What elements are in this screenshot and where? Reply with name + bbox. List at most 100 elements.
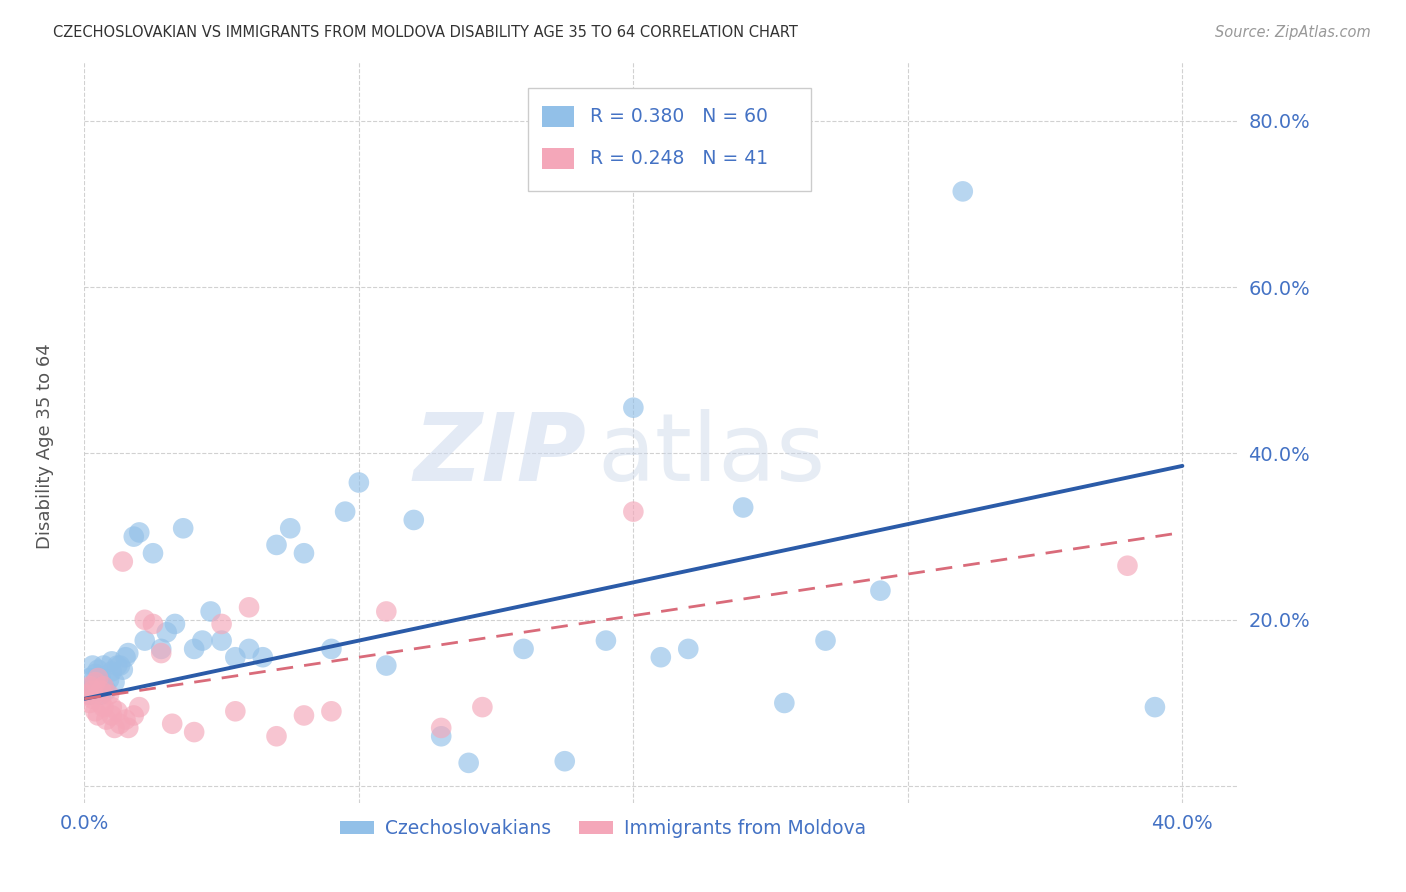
Point [678,641,700,656]
Text: R = 0.380   N = 60: R = 0.380 N = 60 [591,107,768,126]
Point [122,708,145,723]
Point [211,616,233,631]
Point [82,683,104,698]
Point [98,673,121,687]
Point [292,546,315,560]
Point [90,696,112,710]
Point [733,500,755,515]
Point [554,754,576,768]
Point [101,700,124,714]
Point [142,546,165,560]
Point [471,700,494,714]
Point [347,475,370,490]
Point [93,700,115,714]
Point [156,625,179,640]
Point [163,616,186,631]
Point [103,721,125,735]
Point [111,555,134,569]
Point [952,185,974,199]
Point [238,600,260,615]
Point [430,721,453,735]
Point [84,704,107,718]
Point [814,633,837,648]
Point [82,679,104,693]
Point [76,688,98,702]
Point [117,646,139,660]
Point [82,658,104,673]
Point [266,538,288,552]
Point [278,521,301,535]
Point [150,646,173,660]
Point [93,679,115,693]
Point [142,616,165,631]
Point [79,688,101,702]
Point [105,704,128,718]
Point [87,663,110,677]
Point [82,691,104,706]
Point [512,641,534,656]
Point [96,713,118,727]
Point [76,683,98,698]
Point [191,633,214,648]
Point [183,725,205,739]
Text: ZIP: ZIP [413,409,586,500]
Point [87,675,110,690]
Point [134,633,156,648]
Point [101,654,124,668]
Point [79,696,101,710]
Point [101,665,124,679]
Point [621,401,644,415]
Point [114,713,136,727]
Point [402,513,425,527]
Point [79,679,101,693]
Point [773,696,796,710]
Point [252,650,274,665]
Point [238,641,260,656]
FancyBboxPatch shape [529,88,811,191]
Point [224,704,246,718]
Point [128,700,150,714]
Point [128,525,150,540]
Point [84,666,107,681]
Point [134,613,156,627]
Point [650,650,672,665]
Point [90,683,112,698]
Point [621,505,644,519]
Text: CZECHOSLOVAKIAN VS IMMIGRANTS FROM MOLDOVA DISABILITY AGE 35 TO 64 CORRELATION C: CZECHOSLOVAKIAN VS IMMIGRANTS FROM MOLDO… [53,25,799,40]
Text: R = 0.248   N = 41: R = 0.248 N = 41 [591,149,769,169]
Point [114,650,136,665]
Point [595,633,617,648]
Point [84,675,107,690]
Point [108,658,131,673]
Point [1143,700,1166,714]
Point [375,605,398,619]
Text: atlas: atlas [598,409,825,500]
Point [375,658,398,673]
Point [292,708,315,723]
Legend: Czechoslovakians, Immigrants from Moldova: Czechoslovakians, Immigrants from Moldov… [332,811,875,846]
Point [333,505,356,519]
Point [183,641,205,656]
Point [111,663,134,677]
Point [93,679,115,693]
Point [84,683,107,698]
Point [108,716,131,731]
Point [101,708,124,723]
Point [79,671,101,685]
Point [172,521,194,535]
Point [87,708,110,723]
Point [321,641,343,656]
Point [430,729,453,743]
FancyBboxPatch shape [543,148,575,169]
Point [96,683,118,698]
Point [105,658,128,673]
Point [224,650,246,665]
Point [90,688,112,702]
Point [869,583,891,598]
Point [87,671,110,685]
Text: Disability Age 35 to 64: Disability Age 35 to 64 [37,343,53,549]
FancyBboxPatch shape [543,106,575,127]
Point [211,633,233,648]
Point [103,675,125,690]
Point [93,658,115,673]
